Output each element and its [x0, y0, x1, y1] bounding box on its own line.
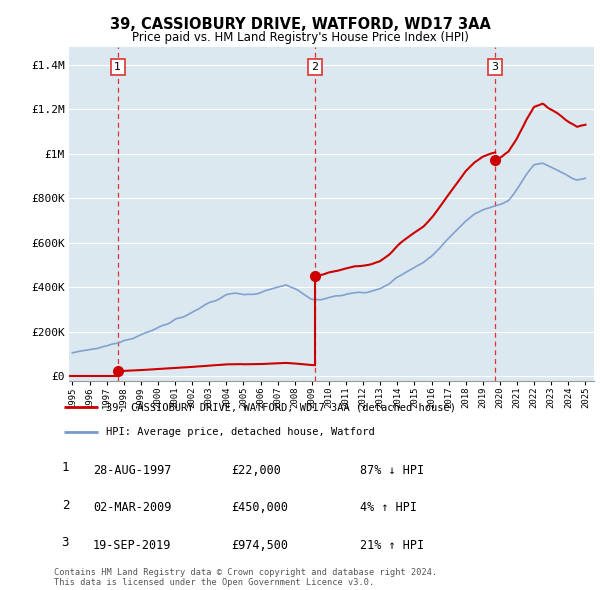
Text: Contains HM Land Registry data © Crown copyright and database right 2024.
This d: Contains HM Land Registry data © Crown c…: [54, 568, 437, 587]
Text: 39, CASSIOBURY DRIVE, WATFORD, WD17 3AA (detached house): 39, CASSIOBURY DRIVE, WATFORD, WD17 3AA …: [106, 402, 455, 412]
Text: £974,500: £974,500: [231, 539, 288, 552]
Text: £450,000: £450,000: [231, 502, 288, 514]
Text: 28-AUG-1997: 28-AUG-1997: [93, 464, 172, 477]
Text: 19-SEP-2019: 19-SEP-2019: [93, 539, 172, 552]
Text: 2: 2: [62, 499, 69, 512]
Text: 39, CASSIOBURY DRIVE, WATFORD, WD17 3AA: 39, CASSIOBURY DRIVE, WATFORD, WD17 3AA: [110, 17, 490, 31]
Text: 1: 1: [62, 461, 69, 474]
Text: Price paid vs. HM Land Registry's House Price Index (HPI): Price paid vs. HM Land Registry's House …: [131, 31, 469, 44]
Text: 3: 3: [491, 62, 499, 72]
Text: 2: 2: [311, 62, 319, 72]
Text: £22,000: £22,000: [231, 464, 281, 477]
Text: 4% ↑ HPI: 4% ↑ HPI: [360, 502, 417, 514]
Text: 87% ↓ HPI: 87% ↓ HPI: [360, 464, 424, 477]
Text: HPI: Average price, detached house, Watford: HPI: Average price, detached house, Watf…: [106, 427, 374, 437]
Text: 02-MAR-2009: 02-MAR-2009: [93, 502, 172, 514]
Text: 21% ↑ HPI: 21% ↑ HPI: [360, 539, 424, 552]
Text: 1: 1: [114, 62, 121, 72]
Text: 3: 3: [62, 536, 69, 549]
